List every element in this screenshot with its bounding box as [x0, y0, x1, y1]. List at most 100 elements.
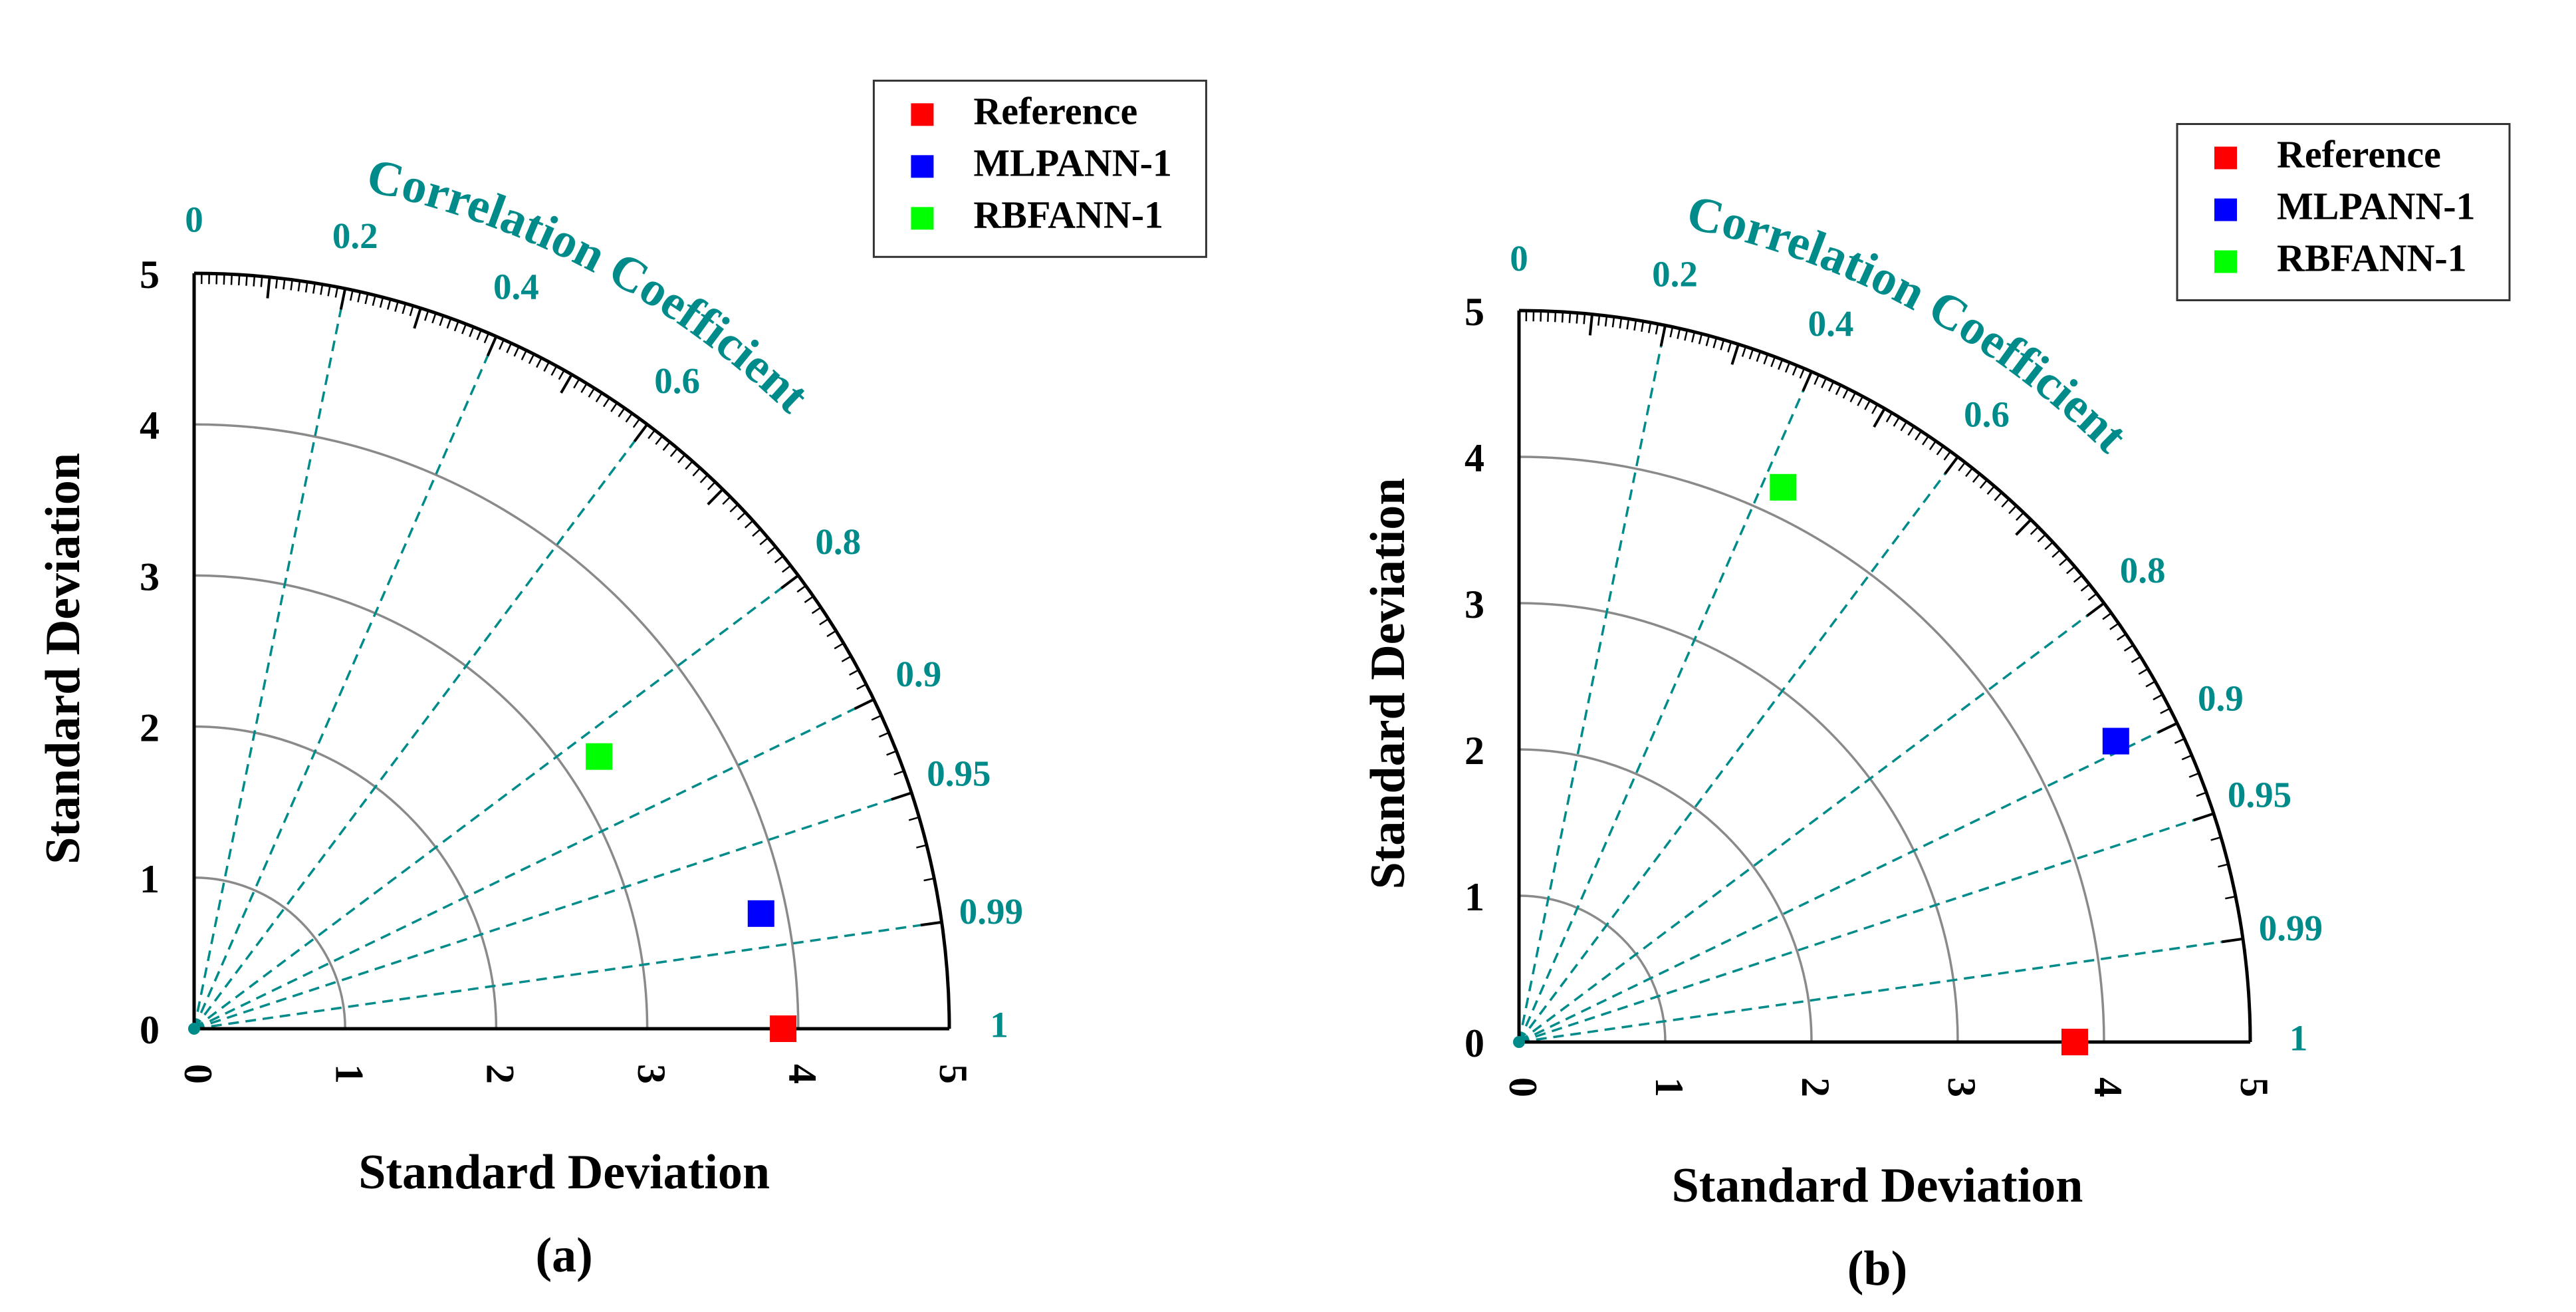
correlation-tick-label: 0.2 [332, 215, 378, 256]
correlation-tick-label: 0.9 [896, 654, 942, 694]
correlation-tick-mark [662, 442, 671, 452]
correlation-tick-mark [782, 565, 792, 573]
legend-swatch-mlpann [2214, 198, 2237, 221]
panel-label: (a) [535, 1228, 592, 1283]
x-tick-label: 3 [1940, 1077, 1984, 1097]
correlation-tick-mark [1604, 315, 1608, 327]
taylor-panel-b: 0 1 2 3 4 5 0 1 2 3 4 5 0 0.2 0.4 0.6 0.… [1361, 123, 2511, 1296]
legend: Reference MLPANN-1 RBFANN-1 [2176, 123, 2511, 301]
correlation-tick-mark [625, 412, 633, 423]
x-tick-label: 4 [780, 1064, 824, 1084]
correlation-tick-mark [2123, 644, 2134, 652]
correlation-tick-mark [1849, 392, 1857, 403]
y-tick-label: 4 [1464, 436, 1484, 480]
std-arc [1518, 894, 1667, 1043]
origin-marker [1513, 1036, 1525, 1048]
correlation-tick-mark [849, 669, 860, 676]
correlation-ray [1518, 371, 1813, 1043]
correlation-tick-mark [1626, 319, 1630, 330]
correlation-tick-mark [707, 488, 724, 505]
correlation-tick-mark [669, 448, 679, 458]
correlation-tick-mark [916, 844, 927, 849]
correlation-tick-mark [513, 346, 520, 357]
correlation-tick-label: 0.9 [2198, 678, 2244, 719]
y-axis-label: Standard Deviation [1361, 478, 1415, 890]
origin-marker [188, 1023, 200, 1035]
correlation-tick-mark [1677, 328, 1681, 339]
x-tick-label: 5 [931, 1064, 975, 1084]
correlation-tick-mark [573, 378, 580, 389]
correlation-tick-mark [386, 299, 392, 310]
correlation-tick-mark [283, 279, 286, 290]
correlation-tick-mark [871, 714, 882, 721]
correlation-tick-mark [521, 350, 527, 360]
correlation-tick-mark [223, 273, 225, 285]
legend-swatch-rbfann [911, 207, 934, 230]
x-tick-label: 5 [2232, 1077, 2276, 1097]
correlation-tick-mark [1763, 354, 1769, 365]
panel-b-correlation-tick-marks [1525, 311, 2244, 944]
y-tick-label: 0 [1464, 1021, 1484, 1065]
correlation-tick-label: 0.99 [2259, 908, 2323, 948]
correlation-tick-mark [372, 295, 376, 307]
correlation-tick-mark [1799, 368, 1806, 379]
correlation-tick-mark [297, 281, 301, 292]
correlation-tick-mark [1814, 374, 1820, 385]
correlation-tick-mark [685, 460, 693, 470]
correlation-tick-mark [1778, 359, 1784, 370]
legend-label-reference: Reference [973, 89, 1137, 132]
correlation-tick-mark [402, 303, 407, 315]
correlation-tick-mark [1669, 327, 1674, 338]
correlation-ray [193, 288, 346, 1029]
legend: Reference MLPANN-1 RBFANN-1 [872, 79, 1207, 258]
correlation-tick-mark [550, 365, 558, 376]
correlation-tick-label: 0.6 [1964, 394, 2010, 435]
correlation-tick-mark [394, 301, 399, 312]
correlation-tick-mark [327, 285, 331, 297]
correlation-tick-mark [543, 361, 550, 372]
correlation-tick-mark [1864, 400, 1871, 410]
correlation-tick-mark [819, 618, 829, 626]
legend-swatch-reference [911, 103, 934, 126]
correlation-tick-mark [1965, 467, 1973, 477]
correlation-tick-mark [2153, 694, 2163, 701]
correlation-tick-mark [304, 281, 308, 293]
correlation-tick-mark [1647, 322, 1652, 333]
y-tick-label: 1 [1464, 875, 1484, 919]
correlation-tick-mark [499, 339, 505, 350]
correlation-tick-mark [1554, 311, 1557, 323]
y-axis-label: Standard Deviation [36, 453, 90, 864]
std-arc [193, 725, 498, 1029]
std-arc [1518, 748, 1813, 1043]
correlation-tick-mark [446, 318, 452, 329]
correlation-tick-label: 0.6 [654, 360, 700, 401]
correlation-tick-mark [461, 323, 467, 334]
correlation-tick-mark [1659, 325, 1667, 346]
panel-a-data-points [586, 743, 797, 1042]
correlation-tick-mark [2044, 541, 2053, 551]
correlation-tick-mark [1900, 421, 1908, 432]
correlation-ray [193, 921, 942, 1030]
correlation-tick-mark [1972, 473, 1980, 483]
correlation-tick-mark [245, 275, 248, 286]
correlation-tick-mark [580, 383, 588, 393]
legend-label-mlpann: MLPANN-1 [973, 141, 1172, 184]
correlation-tick-mark [588, 388, 596, 398]
correlation-tick-mark [1730, 344, 1740, 365]
data-point-rbfann-1 [1770, 473, 1797, 501]
correlation-tick-mark [536, 357, 542, 368]
correlation-tick-mark [469, 327, 475, 337]
correlation-tick-mark [632, 418, 641, 428]
correlation-tick-mark [2030, 526, 2039, 535]
correlation-tick-mark [290, 279, 293, 291]
correlation-tick-mark [528, 353, 535, 364]
legend-swatch-mlpann [911, 155, 934, 178]
correlation-tick-mark [759, 537, 769, 546]
correlation-tick-mark [677, 454, 686, 463]
x-axis-label: Standard Deviation [1672, 1158, 2083, 1213]
correlation-tick-mark [2087, 592, 2097, 601]
panel-label: (b) [1847, 1242, 1907, 1296]
y-tick-label: 3 [140, 555, 160, 598]
panel-b-correlation-tick-labels: 0 0.2 0.4 0.6 0.8 0.9 0.95 0.99 1 [1510, 238, 2323, 1059]
correlation-tick-mark [618, 407, 626, 418]
